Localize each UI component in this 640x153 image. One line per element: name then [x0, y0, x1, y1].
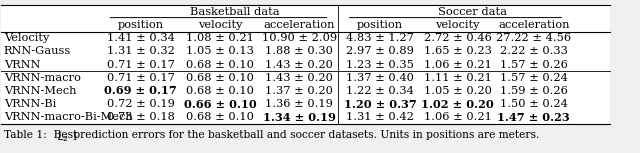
- Text: 2.97 ± 0.89: 2.97 ± 0.89: [346, 46, 414, 56]
- Text: prediction errors for the basketball and soccer datasets. Units in positions are: prediction errors for the basketball and…: [70, 130, 539, 140]
- Text: 0.71 ± 0.17: 0.71 ± 0.17: [107, 73, 175, 83]
- Text: Basketball data: Basketball data: [191, 7, 280, 17]
- Text: 1.05 ± 0.20: 1.05 ± 0.20: [424, 86, 492, 96]
- Text: 1.36 ± 0.19: 1.36 ± 0.19: [265, 99, 333, 109]
- Text: 1.23 ± 0.35: 1.23 ± 0.35: [346, 60, 414, 70]
- Text: 1.05 ± 0.13: 1.05 ± 0.13: [186, 46, 254, 56]
- Text: 0.73 ± 0.18: 0.73 ± 0.18: [107, 112, 175, 122]
- Text: velocity: velocity: [198, 20, 243, 30]
- Text: RNN-Gauss: RNN-Gauss: [4, 46, 71, 56]
- Text: 1.37 ± 0.20: 1.37 ± 0.20: [265, 86, 333, 96]
- Text: 1.31 ± 0.42: 1.31 ± 0.42: [346, 112, 414, 122]
- Text: 27.22 ± 4.56: 27.22 ± 4.56: [496, 33, 572, 43]
- Text: Velocity: Velocity: [4, 33, 49, 43]
- Text: 2.72 ± 0.46: 2.72 ± 0.46: [424, 33, 492, 43]
- Text: 1.31 ± 0.32: 1.31 ± 0.32: [107, 46, 175, 56]
- Text: 1.43 ± 0.20: 1.43 ± 0.20: [265, 60, 333, 70]
- Text: 1.06 ± 0.21: 1.06 ± 0.21: [424, 60, 492, 70]
- Text: 1.37 ± 0.40: 1.37 ± 0.40: [346, 73, 414, 83]
- Text: VRNN-Bi: VRNN-Bi: [4, 99, 56, 109]
- Text: 1.59 ± 0.26: 1.59 ± 0.26: [500, 86, 568, 96]
- Text: 0.66 ± 0.10: 0.66 ± 0.10: [184, 99, 257, 110]
- Text: 1.88 ± 0.30: 1.88 ± 0.30: [265, 46, 333, 56]
- Text: 10.90 ± 2.09: 10.90 ± 2.09: [262, 33, 337, 43]
- Text: 0.68 ± 0.10: 0.68 ± 0.10: [186, 60, 254, 70]
- Text: 1.08 ± 0.21: 1.08 ± 0.21: [186, 33, 254, 43]
- Text: 0.72 ± 0.19: 0.72 ± 0.19: [107, 99, 175, 109]
- Text: 1.50 ± 0.24: 1.50 ± 0.24: [500, 99, 568, 109]
- Text: 1.41 ± 0.34: 1.41 ± 0.34: [107, 33, 175, 43]
- Text: acceleration: acceleration: [498, 20, 570, 30]
- Text: 1.57 ± 0.24: 1.57 ± 0.24: [500, 73, 568, 83]
- Text: $L_2$: $L_2$: [58, 130, 69, 144]
- Text: position: position: [118, 20, 164, 30]
- Text: 1.57 ± 0.26: 1.57 ± 0.26: [500, 60, 568, 70]
- Text: velocity: velocity: [435, 20, 480, 30]
- FancyBboxPatch shape: [1, 5, 610, 124]
- Text: 1.20 ± 0.37: 1.20 ± 0.37: [344, 99, 417, 110]
- Text: acceleration: acceleration: [264, 20, 335, 30]
- Text: 1.22 ± 0.34: 1.22 ± 0.34: [346, 86, 414, 96]
- Text: 1.06 ± 0.21: 1.06 ± 0.21: [424, 112, 492, 122]
- Text: 1.65 ± 0.23: 1.65 ± 0.23: [424, 46, 492, 56]
- Text: VRNN-macro-Bi-Mech: VRNN-macro-Bi-Mech: [4, 112, 132, 122]
- Text: 1.43 ± 0.20: 1.43 ± 0.20: [265, 73, 333, 83]
- Text: position: position: [357, 20, 403, 30]
- Text: VRNN-Mech: VRNN-Mech: [4, 86, 76, 96]
- Text: 4.83 ± 1.27: 4.83 ± 1.27: [346, 33, 414, 43]
- Text: 1.11 ± 0.21: 1.11 ± 0.21: [424, 73, 492, 83]
- Text: 0.68 ± 0.10: 0.68 ± 0.10: [186, 73, 254, 83]
- Text: 0.68 ± 0.10: 0.68 ± 0.10: [186, 86, 254, 96]
- Text: 0.71 ± 0.17: 0.71 ± 0.17: [107, 60, 175, 70]
- Text: 2.22 ± 0.33: 2.22 ± 0.33: [500, 46, 568, 56]
- Text: Soccer data: Soccer data: [438, 7, 507, 17]
- Text: 1.02 ± 0.20: 1.02 ± 0.20: [421, 99, 494, 110]
- Text: 1.34 ± 0.19: 1.34 ± 0.19: [263, 112, 335, 123]
- Text: 1.47 ± 0.23: 1.47 ± 0.23: [497, 112, 570, 123]
- Text: 0.69 ± 0.17: 0.69 ± 0.17: [104, 86, 177, 97]
- Text: VRNN: VRNN: [4, 60, 40, 70]
- Text: VRNN-macro: VRNN-macro: [4, 73, 81, 83]
- Text: Table 1:  Best: Table 1: Best: [4, 130, 81, 140]
- Text: 0.68 ± 0.10: 0.68 ± 0.10: [186, 112, 254, 122]
